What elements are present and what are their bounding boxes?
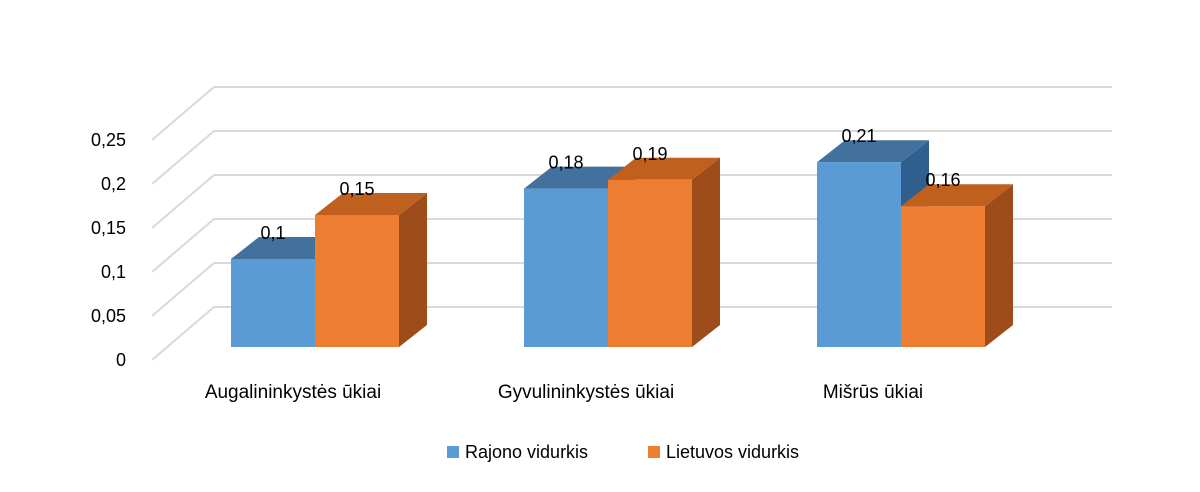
legend: Rajono vidurkis Lietuvos vidurkis bbox=[447, 442, 799, 462]
y-tick-label: 0,25 bbox=[91, 130, 126, 150]
legend-swatch bbox=[648, 446, 660, 458]
category-label: Augalininkystės ūkiai bbox=[205, 382, 381, 403]
category-label: Mišrūs ūkiai bbox=[823, 382, 923, 403]
legend-label: Lietuvos vidurkis bbox=[666, 442, 799, 462]
legend-item: Lietuvos vidurkis bbox=[648, 442, 799, 462]
gridline bbox=[151, 130, 1112, 185]
data-label: 0,16 bbox=[925, 170, 960, 190]
data-label: 0,18 bbox=[548, 153, 583, 173]
data-label: 0,19 bbox=[632, 144, 667, 164]
y-axis-ticks: 0 0,05 0,1 0,15 0,2 0,25 bbox=[91, 130, 126, 370]
legend-swatch bbox=[447, 446, 459, 458]
bars bbox=[231, 140, 1013, 347]
y-tick-label: 0,1 bbox=[101, 262, 126, 282]
data-label: 0,15 bbox=[339, 179, 374, 199]
bar-lietuvos-2 bbox=[901, 184, 1013, 347]
legend-label: Rajono vidurkis bbox=[465, 442, 588, 462]
category-label: Gyvulininkystės ūkiai bbox=[498, 382, 674, 403]
bar-lietuvos-0 bbox=[315, 193, 427, 347]
legend-item: Rajono vidurkis bbox=[447, 442, 588, 462]
gridline bbox=[151, 86, 1112, 141]
y-tick-label: 0,05 bbox=[91, 306, 126, 326]
y-tick-label: 0,2 bbox=[101, 174, 126, 194]
x-axis-categories: Augalininkystės ūkiai Gyvulininkystės ūki… bbox=[205, 382, 923, 403]
data-label: 0,21 bbox=[841, 126, 876, 146]
data-label: 0,1 bbox=[260, 223, 285, 243]
data-labels: 0,1 0,15 0,18 0,19 0,21 0,16 bbox=[260, 126, 960, 243]
y-tick-label: 0,15 bbox=[91, 218, 126, 238]
y-tick-label: 0 bbox=[116, 350, 126, 370]
bar-lietuvos-1 bbox=[608, 157, 720, 347]
